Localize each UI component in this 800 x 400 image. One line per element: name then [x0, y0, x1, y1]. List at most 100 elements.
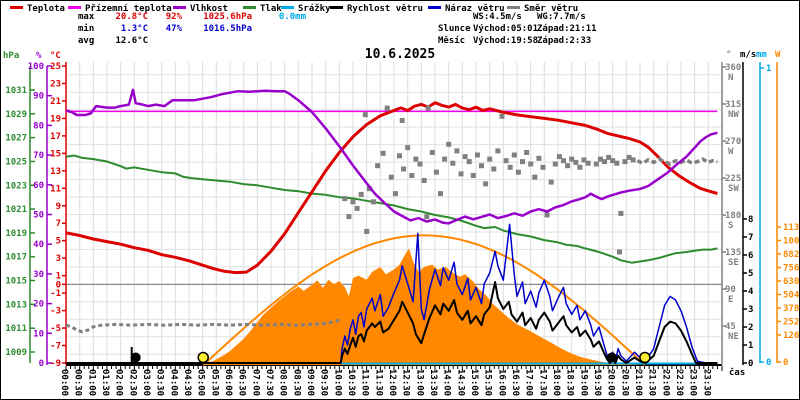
stats-row: max 20.8°C 92% 1025.6hPa 0.0mm	[78, 11, 306, 23]
svg-text:11: 11	[50, 184, 61, 194]
svg-text:13:30: 13:30	[428, 369, 438, 396]
svg-text:360: 360	[725, 63, 741, 73]
svg-text:NW: NW	[728, 110, 739, 120]
svg-text:20:00: 20:00	[606, 369, 616, 396]
svg-text:23:30: 23:30	[701, 369, 711, 396]
svg-text:80: 80	[33, 121, 44, 131]
svg-text:W: W	[728, 147, 734, 157]
svg-text:1029: 1029	[5, 110, 27, 120]
stats-row: avg 12.6°C	[78, 35, 306, 47]
svg-text:02:00: 02:00	[114, 369, 124, 396]
svg-text:05:00: 05:00	[196, 369, 206, 396]
svg-text:09:00: 09:00	[305, 369, 315, 396]
legend-item-1: Teplota	[10, 4, 65, 16]
series-wind-speed-line	[66, 281, 718, 364]
stats-value: 1025.6hPa	[203, 12, 252, 22]
svg-text:09:30: 09:30	[319, 369, 329, 396]
stats-value: WS:4.5m/s	[473, 12, 522, 22]
legend-swatch	[173, 6, 186, 9]
stats-value: Západ:21:11	[537, 24, 597, 34]
stats-value: Východ:19:58	[473, 36, 539, 46]
legend-item-2: Přízemní teplota	[68, 4, 172, 16]
sun-marker	[197, 351, 209, 364]
svg-text:7: 7	[748, 233, 753, 243]
legend-item-5: Srážky	[281, 4, 331, 16]
svg-text:2: 2	[748, 323, 753, 333]
stats-value: Západ:2:33	[537, 36, 592, 46]
series-solar-radiation-area	[204, 248, 646, 365]
svg-text:-7: -7	[50, 342, 61, 352]
svg-text:756: 756	[783, 264, 799, 274]
svg-text:3: 3	[748, 305, 753, 315]
svg-text:270: 270	[725, 137, 741, 147]
stats-value: max	[78, 12, 95, 22]
svg-text:882: 882	[783, 250, 799, 260]
stats-value: 1.3°C	[120, 24, 148, 34]
svg-text:1: 1	[766, 64, 771, 74]
svg-text:-1: -1	[50, 289, 61, 299]
svg-text:06:00: 06:00	[223, 369, 233, 396]
legend-label: Náraz větru	[445, 4, 505, 14]
svg-text:18:00: 18:00	[551, 369, 561, 396]
svg-text:21: 21	[50, 97, 61, 107]
svg-text:10:00: 10:00	[332, 369, 342, 396]
legend-label: Přízemní teplota	[85, 4, 172, 14]
svg-text:60: 60	[33, 181, 44, 191]
legend-label: Tlak	[260, 4, 282, 14]
svg-text:-5: -5	[50, 324, 61, 334]
svg-text:15:00: 15:00	[469, 369, 479, 396]
svg-text:-9: -9	[50, 359, 61, 369]
svg-text:50: 50	[33, 211, 44, 221]
stats-value: 20.8°C	[115, 12, 148, 22]
svg-text:19:00: 19:00	[578, 369, 588, 396]
legend-swatch	[243, 6, 256, 9]
stats-row: Slunce Východ:05:01Západ:21:11	[438, 23, 607, 35]
svg-text:12:00: 12:00	[387, 369, 397, 396]
svg-text:1025: 1025	[5, 157, 27, 167]
svg-text:225: 225	[725, 174, 741, 184]
svg-text:19:30: 19:30	[592, 369, 602, 396]
svg-text:23: 23	[50, 79, 61, 89]
svg-text:18:30: 18:30	[565, 369, 575, 396]
svg-text:0: 0	[748, 359, 753, 369]
svg-text:04:30: 04:30	[182, 369, 192, 396]
svg-text:7: 7	[56, 219, 61, 229]
svg-text:13:00: 13:00	[414, 369, 424, 396]
svg-text:08:00: 08:00	[278, 369, 288, 396]
svg-text:°C: °C	[50, 51, 61, 61]
svg-text:4: 4	[748, 287, 754, 297]
svg-text:5: 5	[748, 269, 753, 279]
svg-text:22:00: 22:00	[660, 369, 670, 396]
svg-text:70: 70	[33, 151, 44, 161]
svg-text:W: W	[775, 50, 781, 60]
legend-swatch	[281, 6, 294, 9]
stats-value: 12.6°C	[115, 36, 148, 46]
stats-row: Měsíc Východ:19:58Západ:2:33	[438, 35, 607, 47]
svg-text:135: 135	[725, 248, 741, 258]
svg-text:126: 126	[783, 331, 799, 341]
svg-text:40: 40	[33, 240, 44, 250]
svg-text:25: 25	[50, 62, 61, 72]
series-humidity-line	[65, 88, 718, 225]
svg-text:05:30: 05:30	[209, 369, 219, 396]
svg-text:07:30: 07:30	[264, 369, 274, 396]
moon-marker	[130, 352, 141, 363]
svg-text:180: 180	[725, 211, 741, 221]
stats-value: 92%	[165, 12, 182, 22]
svg-text:20:30: 20:30	[619, 369, 629, 396]
svg-text:22:30: 22:30	[674, 369, 684, 396]
svg-text:378: 378	[783, 304, 799, 314]
svg-text:1023: 1023	[5, 181, 27, 191]
svg-text:1015: 1015	[5, 277, 27, 287]
series-pressure-line	[65, 154, 718, 264]
svg-text:06:30: 06:30	[237, 369, 247, 396]
svg-text:630: 630	[783, 277, 799, 287]
svg-text:9: 9	[56, 202, 61, 212]
legend-label: Teplota	[27, 4, 65, 14]
moon-marker	[606, 352, 617, 363]
svg-text:m/s: m/s	[740, 50, 756, 60]
legend-swatch	[68, 6, 81, 9]
svg-text:1: 1	[748, 341, 753, 351]
